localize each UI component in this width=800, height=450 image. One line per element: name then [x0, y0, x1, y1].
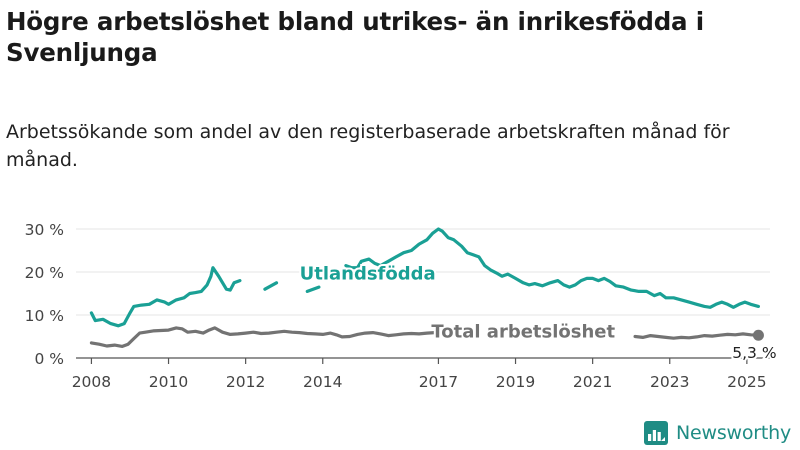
brand-name: Newsworthy: [676, 422, 792, 444]
x-tick-label: 2008: [72, 373, 111, 391]
brand-logo: Newsworthy: [644, 420, 791, 446]
chart-title: Högre arbetslöshet bland utrikes- än inr…: [6, 7, 704, 67]
y-tick-label: 0 %: [34, 350, 64, 368]
series-lines: [89, 227, 764, 348]
x-tick-label: 2019: [496, 373, 535, 391]
chart-subtitle: Arbetssökande som andel av den registerb…: [6, 121, 730, 171]
newsworthy-logo-icon: [644, 421, 668, 445]
x-tick-label: 2023: [650, 373, 689, 391]
y-tick-label: 10 %: [25, 307, 64, 325]
x-axis: 2008 2010 2012 2014 2017 2019 2021 2023 2025: [72, 357, 770, 391]
series-label-total: Total arbetslöshet: [431, 321, 615, 342]
series-line-total: [89, 326, 760, 348]
y-axis-tick-labels: 0 % 10 % 20 % 30 %: [25, 221, 64, 368]
y-tick-label: 20 %: [25, 264, 64, 282]
series-labels: Utlandsfödda Total arbetslöshet 5,3 %: [298, 262, 779, 364]
x-tick-label: 2012: [226, 373, 265, 391]
x-tick-label: 2025: [727, 373, 766, 391]
last-value-dot: [752, 329, 764, 341]
x-tick-label: 2021: [573, 373, 612, 391]
series-label-utlandsfodda: Utlandsfödda: [300, 264, 436, 285]
x-tick-label: 2010: [149, 373, 188, 391]
x-tick-label: 2017: [419, 373, 458, 391]
series-line-utlandsfodda: [89, 227, 760, 328]
last-value-label: 5,3 %: [732, 344, 776, 362]
x-tick-label: 2014: [303, 373, 342, 391]
y-tick-label: 30 %: [25, 221, 64, 239]
